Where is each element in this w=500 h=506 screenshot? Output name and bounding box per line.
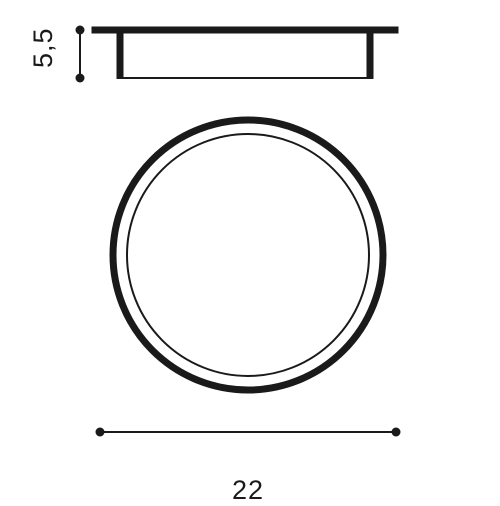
width-dim-tick-right: [392, 428, 401, 437]
width-dim-tick-left: [96, 428, 105, 437]
width-dimension-label: 22: [232, 475, 264, 506]
diagram-svg: [0, 0, 500, 500]
dimension-diagram: 5,5 22: [0, 0, 500, 500]
front-view-outer-ring: [113, 120, 383, 390]
height-dimension-label: 5,5: [28, 27, 59, 68]
height-dim-tick-bottom: [76, 74, 85, 83]
front-view-inner-ring: [127, 134, 369, 376]
height-dim-tick-top: [76, 26, 85, 35]
